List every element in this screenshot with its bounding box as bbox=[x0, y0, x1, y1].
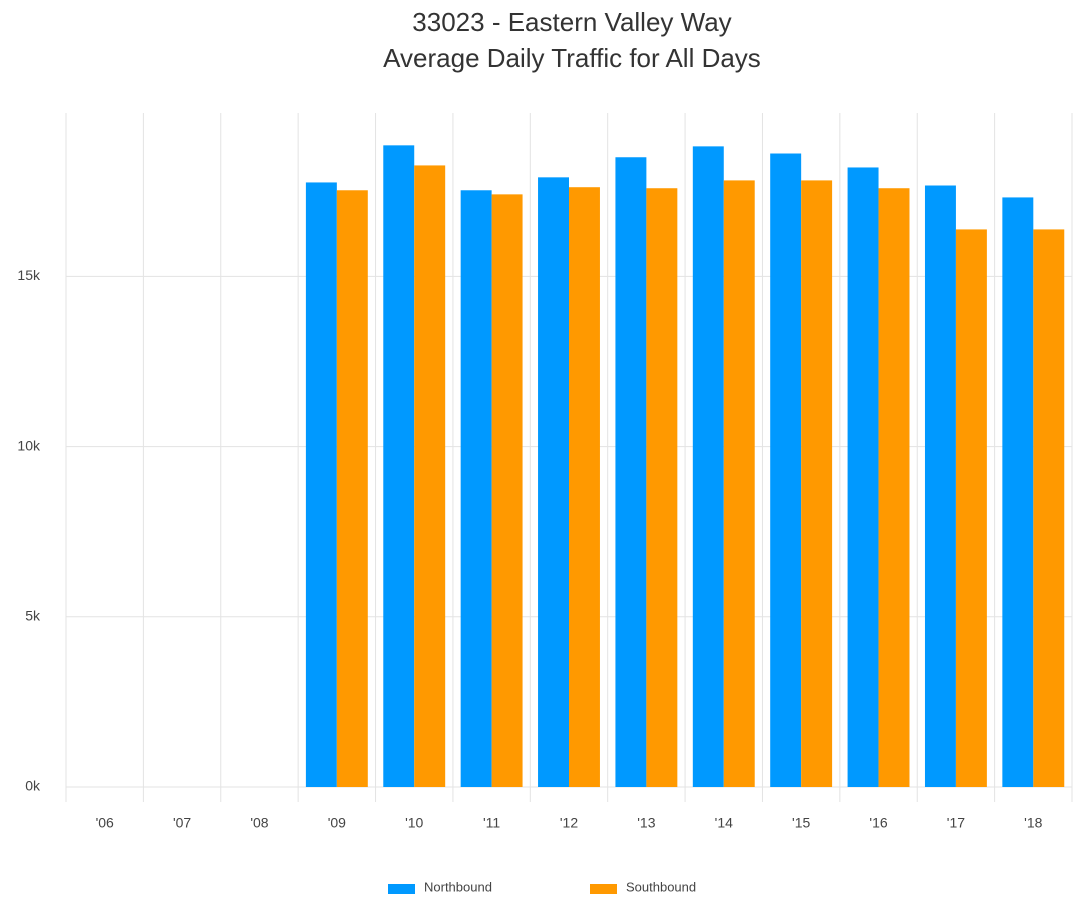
bar bbox=[924, 185, 956, 788]
x-tick-label: '18 bbox=[1024, 815, 1042, 831]
bar bbox=[538, 177, 569, 787]
y-tick-label: 0k bbox=[25, 778, 41, 794]
chart-subtitle: Average Daily Traffic for All Days bbox=[383, 43, 761, 73]
x-tick-label: '15 bbox=[792, 815, 810, 831]
bar bbox=[383, 145, 415, 787]
bar bbox=[569, 187, 600, 788]
x-tick-label: '09 bbox=[328, 815, 346, 831]
x-tick-label: '17 bbox=[947, 815, 965, 831]
x-tick-label: '08 bbox=[250, 815, 268, 831]
bar bbox=[847, 167, 879, 787]
chart-title: 33023 - Eastern Valley Way bbox=[412, 7, 731, 37]
bar bbox=[414, 165, 446, 787]
x-tick-label: '13 bbox=[637, 815, 655, 831]
bar bbox=[801, 180, 833, 787]
x-tick-label: '11 bbox=[483, 815, 500, 831]
legend-swatch bbox=[388, 884, 415, 894]
x-tick-label: '12 bbox=[560, 815, 578, 831]
legend-label: Southbound bbox=[626, 879, 696, 894]
bar bbox=[1033, 229, 1065, 787]
x-tick-label: '06 bbox=[96, 815, 114, 831]
y-tick-label: 15k bbox=[17, 267, 41, 283]
x-tick-label: '16 bbox=[869, 815, 887, 831]
x-tick-label: '07 bbox=[173, 815, 191, 831]
legend-swatch bbox=[590, 884, 617, 894]
bar bbox=[646, 188, 678, 787]
bar bbox=[1002, 197, 1034, 788]
bar bbox=[878, 188, 910, 787]
y-tick-label: 10k bbox=[17, 437, 41, 453]
bar bbox=[491, 194, 523, 787]
x-tick-label: '10 bbox=[405, 815, 423, 831]
bar bbox=[305, 182, 337, 787]
bar bbox=[336, 190, 368, 787]
legend-label: Northbound bbox=[424, 879, 492, 894]
bar bbox=[955, 229, 987, 787]
bar bbox=[770, 153, 802, 788]
bar bbox=[460, 190, 492, 787]
y-tick-label: 5k bbox=[25, 608, 41, 624]
bar bbox=[615, 157, 647, 788]
bar bbox=[692, 146, 724, 787]
bar bbox=[723, 180, 755, 787]
x-tick-label: '14 bbox=[715, 815, 733, 831]
